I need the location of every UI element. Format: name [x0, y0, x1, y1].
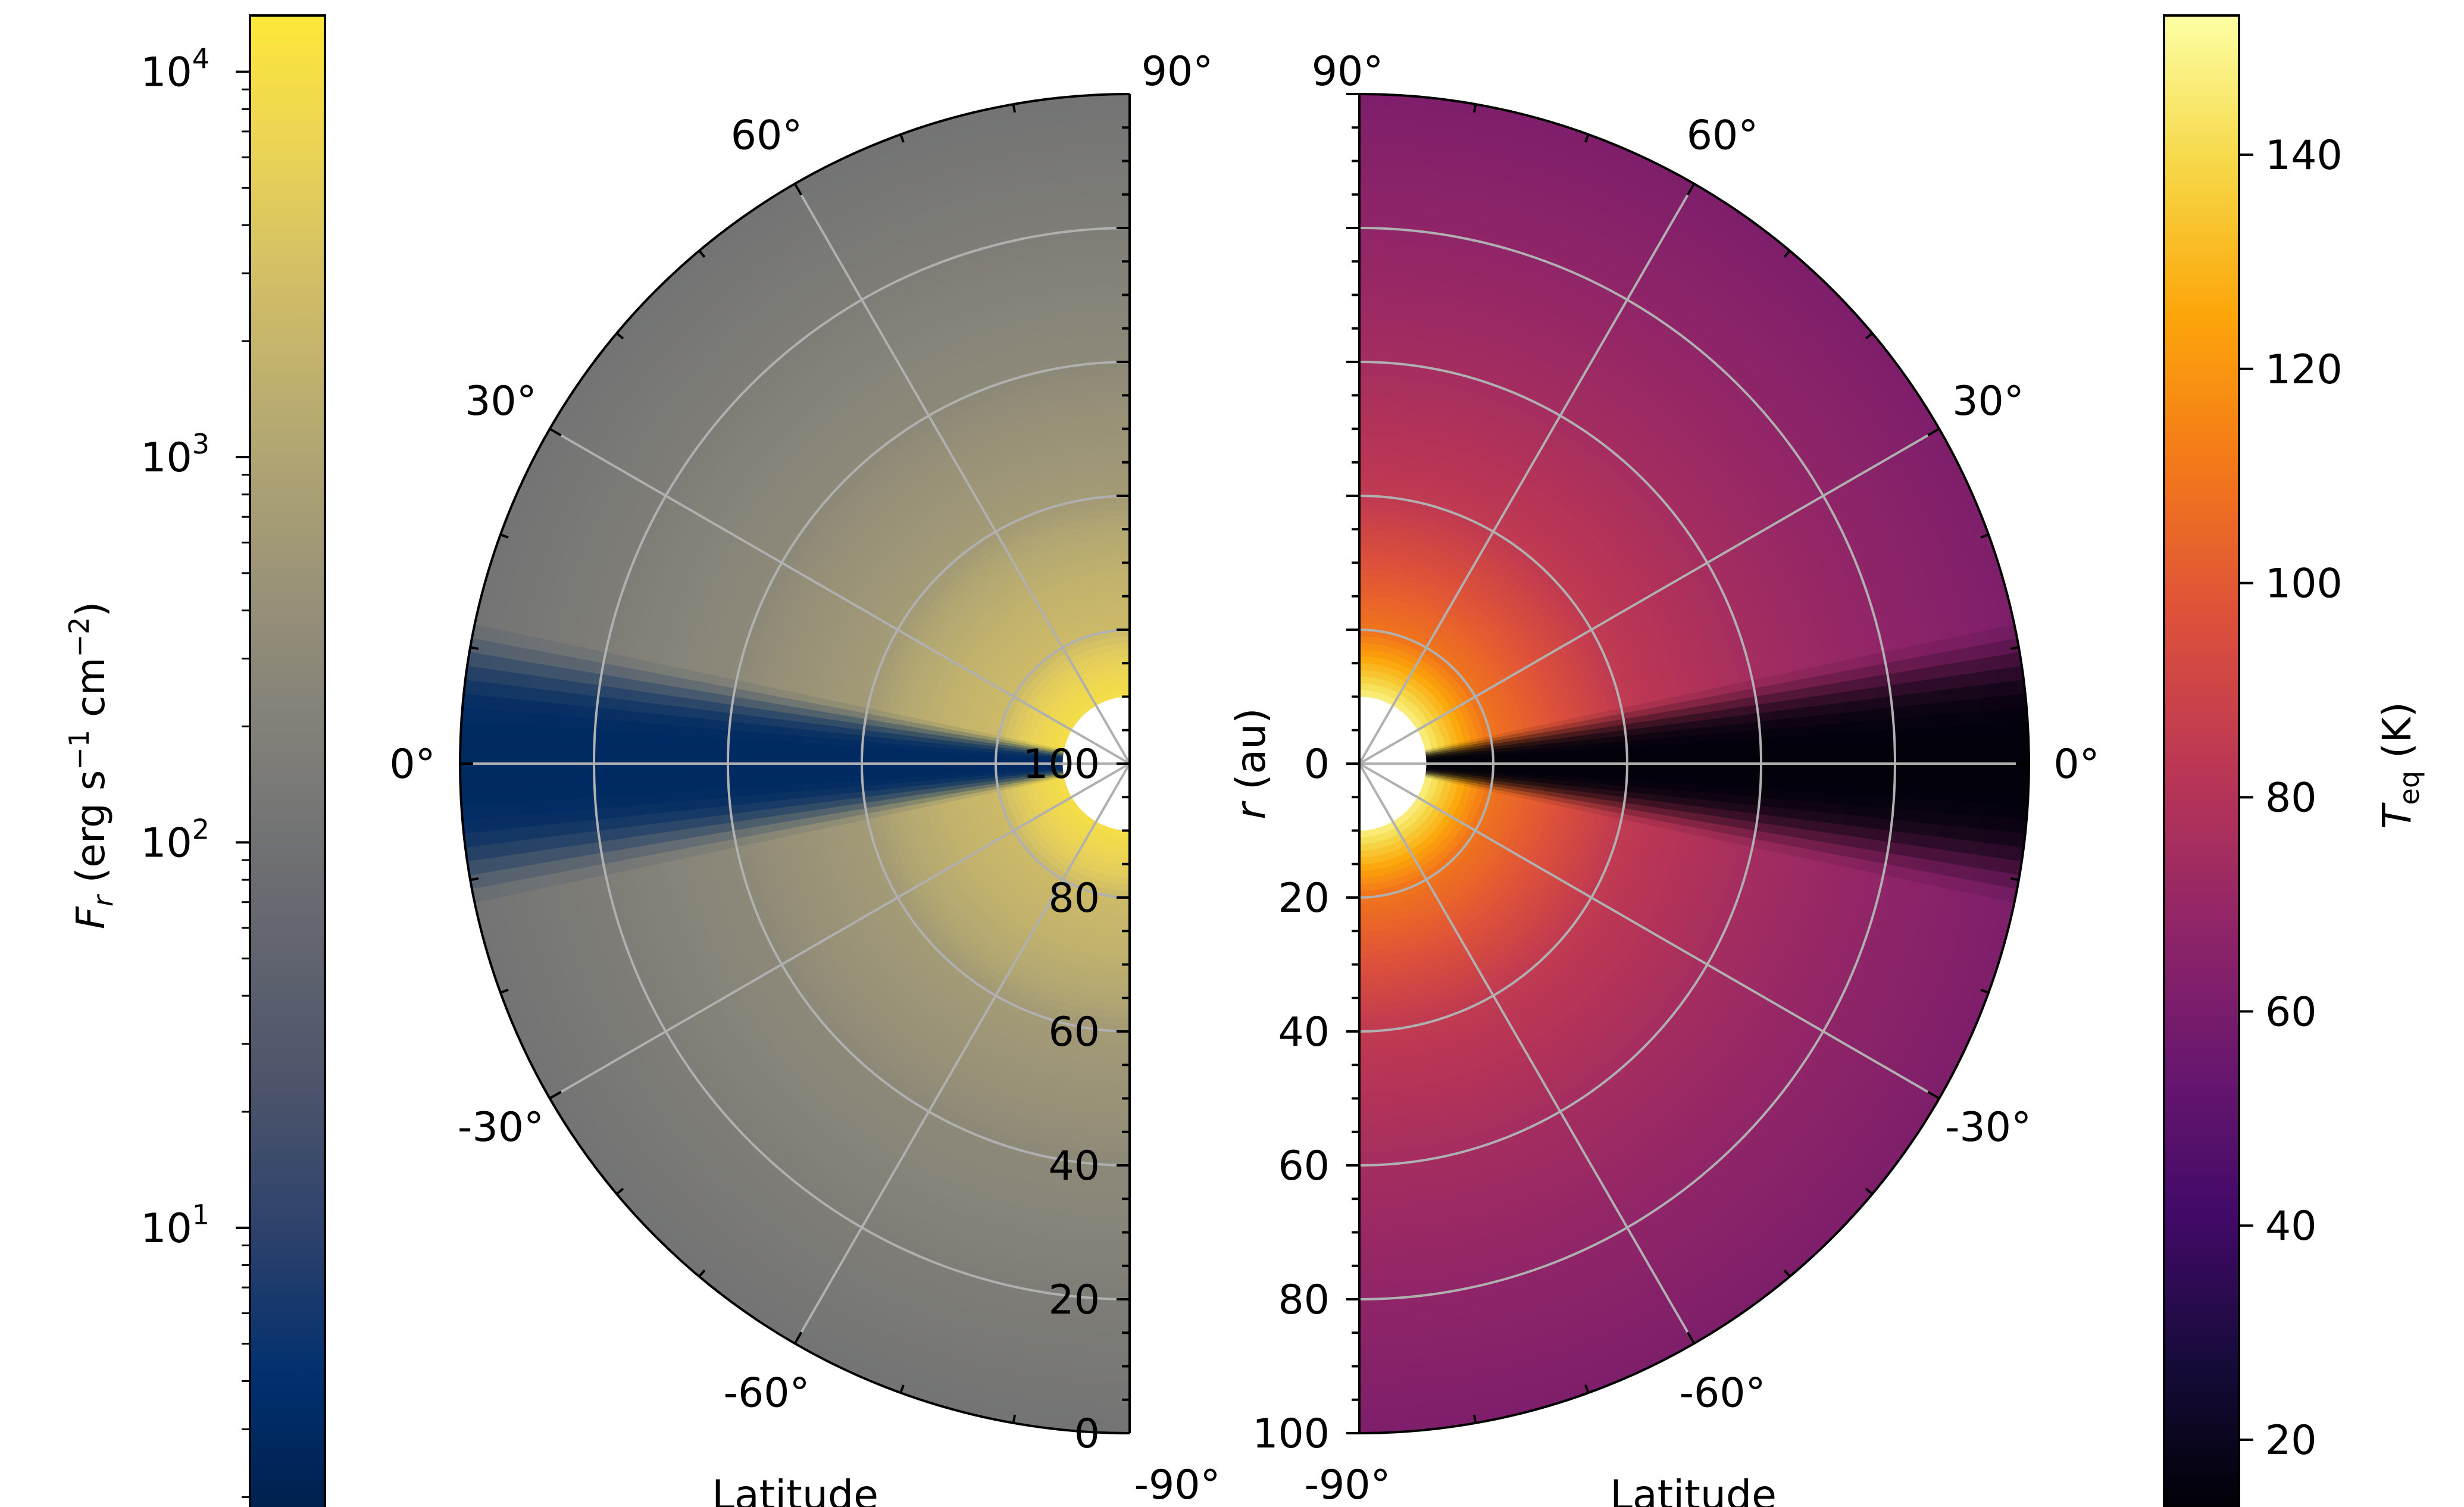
flux-xlabel: Latitude — [712, 1472, 878, 1507]
grid-spoke — [793, 762, 1130, 1345]
r-tick-label: 0 — [1074, 1411, 1100, 1458]
grid-spoke — [1359, 427, 1940, 765]
arc-tick — [500, 533, 509, 539]
lat-tick-label: -90° — [1304, 1462, 1390, 1507]
lat-tick-label: 0° — [389, 741, 435, 788]
r-tick-label: 0 — [1304, 741, 1330, 788]
arc-tick — [1584, 134, 1590, 143]
lat-tick-label: -60° — [723, 1370, 809, 1417]
temperature-inner-hole — [1359, 696, 1427, 831]
r-tick-label: 20 — [1048, 1277, 1100, 1324]
arc-tick — [1472, 104, 1477, 113]
r-tick-label: 100 — [1023, 741, 1100, 788]
grid-spoke — [1359, 762, 1940, 1100]
grid-spoke — [793, 183, 1130, 765]
r-tick-label: 40 — [1048, 1143, 1100, 1190]
arc-tick — [793, 1331, 803, 1345]
arc-tick — [899, 134, 905, 143]
polar-panel-flux: 90° 60° 30° 0° -30° -60° -90° 100 80 60 40 20 0 Lati… — [389, 48, 1220, 1507]
colorbar-tick-label: 20 — [2265, 1417, 2317, 1464]
flux-inner-hole — [1062, 696, 1130, 831]
lat-tick-label: 30° — [465, 378, 537, 425]
colorbar-temperature-label: Teq (K) — [2374, 702, 2425, 829]
colorbar-tick-label: 120 — [2265, 346, 2343, 393]
colorbar-tick-label: 60 — [2265, 989, 2317, 1036]
colorbar-tick-label: 104 — [140, 43, 209, 96]
arc-tick — [1927, 1090, 1940, 1100]
lat-tick-label: -60° — [1679, 1370, 1765, 1417]
lat-tick-label: 60° — [731, 112, 803, 159]
colorbar-tick-label: 102 — [140, 813, 209, 867]
grid-spoke — [549, 427, 1130, 765]
flux-axis-ticks: 90° 60° 30° 0° -30° -60° -90° 100 80 60 40 20 0 — [389, 48, 1220, 1507]
flux-grid — [460, 183, 1130, 1345]
lat-tick-label: 60° — [1687, 112, 1759, 159]
r-tick-label: 20 — [1278, 875, 1330, 922]
arc-tick — [1927, 427, 1940, 437]
r-tick-label: 100 — [1252, 1411, 1330, 1458]
arc-tick — [470, 646, 479, 651]
lat-tick-label: -90° — [1134, 1462, 1220, 1507]
arc-tick — [793, 183, 803, 196]
r-tick-label: 60 — [1278, 1143, 1330, 1190]
arc-tick — [470, 877, 479, 881]
colorbar-flux: 101 102 103 104 Fr (erg s−1 cm−2) — [63, 14, 326, 1507]
arc-tick — [549, 427, 562, 437]
colorbar-tick-label: 80 — [2265, 774, 2317, 821]
lat-tick-label: 90° — [1312, 48, 1384, 95]
grid-spoke — [1359, 183, 1696, 765]
r-tick-label: 60 — [1048, 1009, 1100, 1056]
r-axis-label: r (au) — [1228, 708, 1275, 819]
arc-tick — [698, 249, 706, 258]
arc-tick — [615, 332, 624, 340]
colorbar-temperature-ticks: 20 40 60 80 100 120 140 — [2239, 132, 2343, 1464]
arc-tick — [698, 1269, 706, 1278]
colorbar-flux-label: Fr (erg s−1 cm−2) — [63, 602, 119, 929]
lat-tick-label: 0° — [2053, 741, 2099, 788]
lat-tick-label: -30° — [458, 1104, 544, 1151]
colorbar-flux-bar — [249, 14, 326, 1507]
r-tick-label: 80 — [1278, 1277, 1330, 1324]
colorbar-tick-label: 103 — [140, 428, 209, 482]
colorbar-flux-ticks: 101 102 103 104 — [140, 43, 250, 1498]
r-tick-label: 80 — [1048, 875, 1100, 922]
temperature-grid — [1359, 183, 2029, 1345]
arc-tick — [1686, 1331, 1696, 1345]
grid-spoke — [1359, 762, 1696, 1345]
lat-tick-label: 90° — [1142, 48, 1214, 95]
colorbar-tick-label: 100 — [2265, 561, 2343, 608]
arc-tick — [615, 1187, 624, 1195]
colorbar-tick-label: 101 — [140, 1199, 209, 1252]
temperature-axis-ticks: 90° 60° 30° 0° -30° -60° -90° 0 20 40 60 80 100 — [1252, 48, 2099, 1507]
arc-tick — [1783, 1269, 1791, 1278]
arc-tick — [1865, 332, 1874, 340]
r-tick-label: 40 — [1278, 1009, 1330, 1056]
arc-tick — [1012, 104, 1017, 113]
colorbar-tick-label: 40 — [2265, 1203, 2317, 1250]
polar-panel-temperature: 90° 60° 30° 0° -30° -60° -90° 0 20 40 60 80 100 Lati… — [1228, 48, 2100, 1507]
arc-tick — [1584, 1384, 1590, 1393]
arc-tick — [1012, 1414, 1017, 1424]
arc-tick — [2010, 646, 2019, 651]
temperature-field — [1359, 94, 2029, 1433]
colorbar-temperature: 20 40 60 80 100 120 140 Teq (K) — [2163, 14, 2425, 1507]
arc-tick — [1686, 183, 1696, 196]
arc-tick — [549, 1090, 562, 1100]
grid-spoke — [549, 762, 1130, 1100]
lat-tick-label: -30° — [1945, 1104, 2031, 1151]
arc-tick — [1865, 1187, 1874, 1195]
arc-tick — [1472, 1414, 1477, 1424]
arc-tick — [1980, 533, 1989, 539]
lat-tick-label: 30° — [1952, 378, 2024, 425]
colorbar-temperature-bar — [2163, 14, 2240, 1507]
arc-tick — [899, 1384, 905, 1393]
flux-field — [460, 94, 1130, 1433]
arc-tick — [1783, 249, 1791, 258]
arc-tick — [2010, 877, 2019, 881]
arc-tick — [1980, 989, 1989, 994]
arc-tick — [500, 989, 509, 994]
temperature-xlabel: Latitude — [1610, 1472, 1777, 1507]
colorbar-tick-label: 140 — [2265, 132, 2343, 179]
